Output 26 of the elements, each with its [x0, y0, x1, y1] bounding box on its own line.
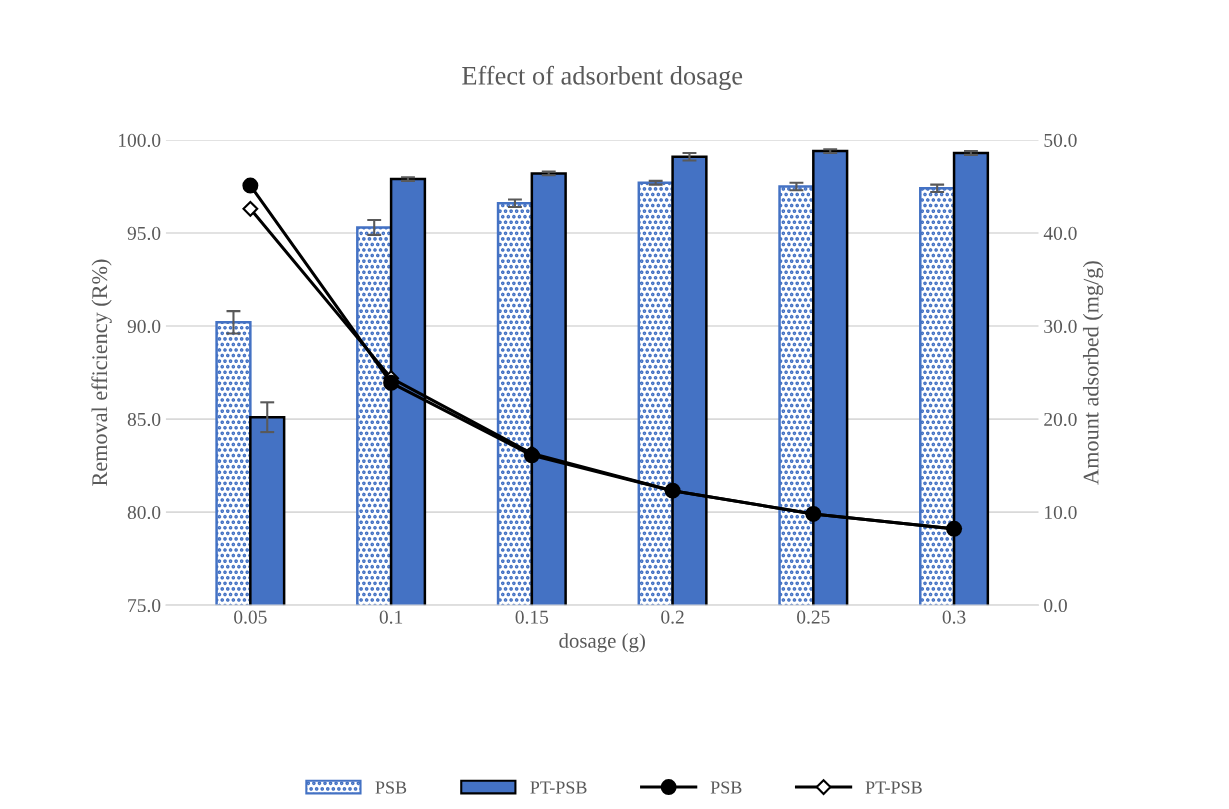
y-tick-label: 75.0	[128, 598, 161, 613]
y2-tick-label: 10.0	[1045, 505, 1077, 520]
y-tick-label: 85.0	[127, 412, 161, 427]
x-axis-title: dosage (g)	[559, 633, 645, 653]
x-tick-label: 0.2	[661, 610, 684, 624]
y2-axis-title: Amount adsorbed (mg/g)	[1082, 261, 1104, 485]
y2-tick-label: 0.0	[1044, 598, 1067, 613]
y-tick-label: 100.0	[119, 133, 161, 147]
chart-title: Effect of adsorbent dosage	[462, 65, 743, 91]
legend-label: PT-PSB	[530, 781, 587, 794]
x-tick-label: 0.1	[379, 610, 403, 624]
y-axis-title: Removal efficiency (R%)	[91, 259, 112, 486]
legend-label: PSB	[375, 781, 407, 794]
y2-tick-label: 50.0	[1044, 133, 1077, 147]
y-tick-label: 80.0	[127, 505, 161, 520]
x-tick-label: 0.3	[942, 610, 966, 624]
x-tick-label: 0.15	[515, 610, 549, 624]
legend-label: PT-PSB	[865, 781, 922, 794]
x-tick-label: 0.25	[797, 610, 830, 624]
y-tick-label: 95.0	[127, 226, 161, 241]
legend-label: PSB	[710, 781, 742, 794]
y-tick-label: 90.0	[127, 319, 161, 334]
x-tick-label: 0.05	[234, 610, 267, 624]
y2-tick-label: 40.0	[1043, 226, 1077, 241]
y2-tick-label: 30.0	[1044, 319, 1077, 334]
y2-tick-label: 20.0	[1044, 412, 1077, 427]
